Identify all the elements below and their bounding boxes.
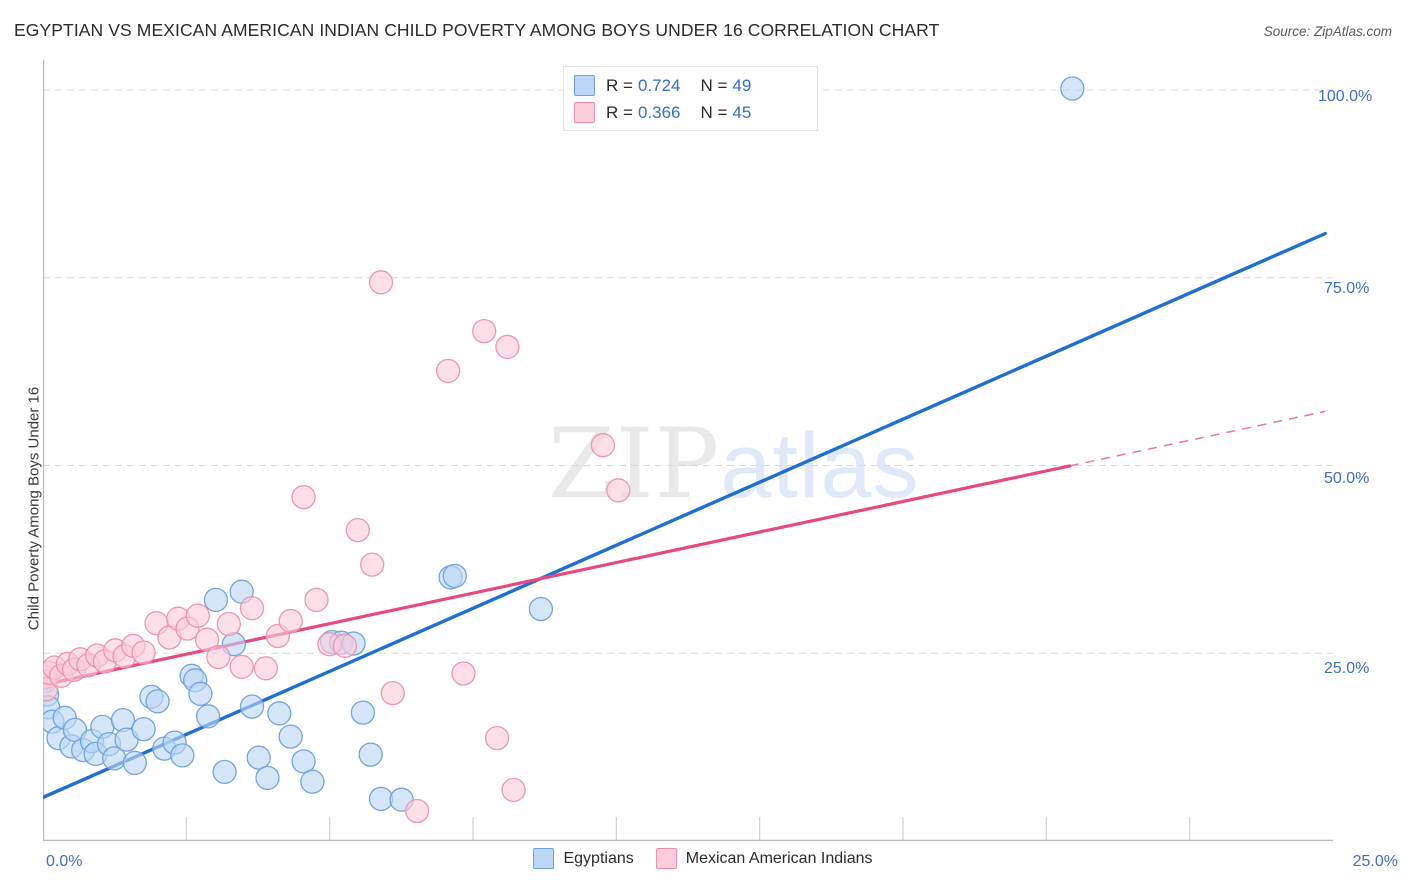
stats-row-mexican-american-indians: R = 0.366 N = 45: [574, 99, 807, 126]
stats-swatch-egyptians: [574, 75, 595, 96]
data-point[interactable]: [278, 608, 303, 634]
y-tick-label-50: 50.0%: [1324, 470, 1370, 487]
data-point[interactable]: [267, 701, 292, 726]
data-point[interactable]: [360, 552, 385, 577]
data-point[interactable]: [246, 745, 271, 770]
stats-n-value-mexican-american-indians: 45: [732, 102, 752, 122]
stats-n-label-egyptians: N =: [700, 75, 728, 95]
data-point[interactable]: [1060, 76, 1085, 101]
data-point[interactable]: [188, 681, 213, 706]
legend-item-mexican-american-indians[interactable]: Mexican American Indians: [655, 848, 873, 869]
data-point[interactable]: [195, 704, 221, 729]
points-mexican-american-indians: [43, 270, 631, 824]
y-axis-title: Child Poverty Among Boys Under 16: [25, 386, 43, 631]
x-tick-label-max: 25.0%: [1352, 853, 1398, 870]
chart-header: EGYPTIAN VS MEXICAN AMERICAN INDIAN CHIL…: [0, 0, 1406, 50]
data-point[interactable]: [380, 680, 405, 706]
data-point[interactable]: [131, 640, 156, 665]
data-point[interactable]: [212, 759, 237, 785]
data-point[interactable]: [368, 786, 394, 812]
data-point[interactable]: [239, 596, 265, 621]
legend-swatch-mexican-american-indians: [655, 848, 677, 869]
plot-area: [43, 60, 1333, 841]
data-point[interactable]: [528, 596, 554, 622]
data-point[interactable]: [255, 765, 280, 791]
stats-row-egyptians: R = 0.724 N = 49: [574, 72, 807, 99]
data-point[interactable]: [131, 716, 156, 742]
data-point[interactable]: [170, 743, 195, 768]
y-tick-label-75: 75.0%: [1324, 280, 1370, 297]
stats-n-label-mexican-american-indians: N =: [700, 102, 728, 122]
data-point[interactable]: [291, 484, 316, 510]
trendline-mexican-american-indians: [43, 464, 1072, 687]
page-title: EGYPTIAN VS MEXICAN AMERICAN INDIAN CHIL…: [14, 20, 940, 40]
y-tick-label-100: 100.0%: [1318, 88, 1373, 105]
scatter-svg: [43, 60, 1333, 841]
data-point[interactable]: [472, 318, 497, 344]
source-attribution: Source: ZipAtlas.com: [1263, 24, 1392, 39]
data-point[interactable]: [229, 654, 254, 679]
data-point[interactable]: [345, 517, 370, 543]
legend-swatch-egyptians: [533, 848, 555, 869]
y-tick-label-25: 25.0%: [1324, 660, 1370, 677]
data-point[interactable]: [253, 656, 279, 681]
data-point[interactable]: [435, 358, 461, 384]
data-point[interactable]: [501, 777, 526, 803]
data-point[interactable]: [484, 725, 510, 751]
stats-swatch-mexican-american-indians: [574, 102, 595, 123]
data-point[interactable]: [304, 587, 329, 613]
trendline-extrapolated-mexican-american-indians: [1069, 410, 1326, 467]
data-point[interactable]: [442, 563, 467, 589]
data-point[interactable]: [590, 433, 616, 458]
data-point[interactable]: [451, 661, 476, 686]
data-point[interactable]: [350, 700, 376, 725]
correlation-stats-box: R = 0.724 N = 49 R = 0.366 N = 45: [563, 66, 818, 131]
data-point[interactable]: [332, 633, 358, 658]
data-point[interactable]: [216, 611, 241, 637]
stats-r-label-mexican-american-indians: R =: [606, 102, 633, 122]
stats-n-value-egyptians: 49: [732, 75, 752, 95]
data-point[interactable]: [203, 587, 229, 613]
data-point[interactable]: [145, 689, 170, 714]
data-point[interactable]: [278, 724, 303, 749]
data-point[interactable]: [194, 627, 220, 652]
data-point[interactable]: [239, 694, 265, 719]
data-point[interactable]: [122, 750, 147, 776]
data-point[interactable]: [300, 769, 325, 794]
stats-r-label-egyptians: R =: [606, 75, 633, 95]
legend-label-mexican-american-indians: Mexican American Indians: [685, 849, 873, 867]
x-tick-label-min: 0.0%: [46, 853, 83, 870]
data-point[interactable]: [606, 478, 631, 503]
legend-label-egyptians: Egyptians: [563, 849, 634, 867]
data-point[interactable]: [206, 644, 231, 670]
data-point[interactable]: [495, 334, 520, 360]
stats-r-value-egyptians: 0.724: [637, 75, 681, 95]
trendline-egyptians: [43, 231, 1328, 800]
series-legend: Egyptians Mexican American Indians: [0, 848, 1406, 869]
points-egyptians: [43, 76, 1085, 812]
data-point[interactable]: [358, 742, 383, 767]
data-point[interactable]: [185, 603, 210, 628]
legend-item-egyptians[interactable]: Egyptians: [533, 848, 634, 869]
data-point[interactable]: [368, 270, 394, 295]
data-point[interactable]: [404, 798, 430, 824]
stats-r-value-mexican-american-indians: 0.366: [637, 102, 681, 122]
data-point[interactable]: [291, 749, 316, 774]
